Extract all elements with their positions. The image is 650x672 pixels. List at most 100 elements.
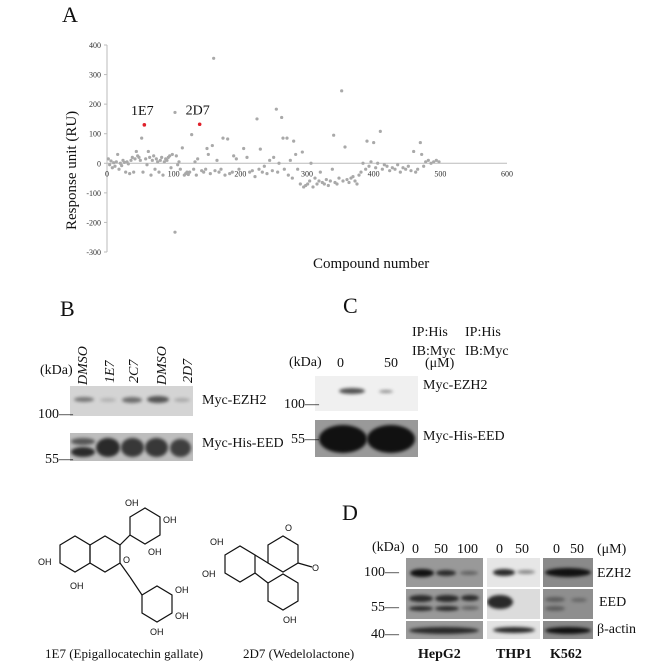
data-point (290, 176, 294, 180)
data-point (128, 172, 132, 176)
data-point (157, 170, 161, 174)
data-point (120, 164, 124, 168)
oh-label: OH (38, 557, 52, 567)
data-point (149, 173, 153, 177)
data-point (250, 169, 254, 173)
ip-label: IP:His (412, 325, 448, 340)
data-point (108, 163, 112, 167)
highlight-point (197, 122, 202, 127)
data-point (178, 167, 182, 171)
structure-caption-2d7: 2D7 (Wedelolactone) (243, 646, 355, 661)
data-point (268, 158, 272, 162)
data-point (414, 170, 418, 174)
data-point (141, 170, 145, 174)
data-point (126, 162, 130, 166)
oh-label: OH (150, 627, 164, 637)
data-point (106, 157, 110, 161)
data-point (276, 170, 280, 174)
data-point (292, 139, 296, 143)
lane-label: 1E7 (103, 360, 118, 383)
data-point (351, 174, 355, 179)
data-point (306, 182, 310, 186)
data-point (133, 157, 137, 161)
data-point (180, 146, 184, 150)
data-point (258, 147, 262, 151)
data-point (404, 167, 408, 171)
data-point (281, 136, 285, 140)
ib-label: IB:Myc (465, 344, 509, 359)
data-point (192, 167, 196, 171)
x-tick-label: 300 (301, 169, 313, 178)
unit-label: (μM) (425, 356, 455, 371)
data-point (288, 158, 292, 162)
data-point (145, 163, 149, 167)
data-point (122, 160, 126, 164)
data-point (357, 173, 361, 177)
data-point (234, 157, 238, 161)
data-point (380, 167, 384, 171)
cell-line-label: K562 (550, 647, 582, 662)
o-label: O (285, 523, 292, 533)
data-point (208, 172, 212, 176)
data-point (401, 166, 405, 170)
data-point (418, 140, 422, 145)
oh-label: OH (125, 498, 139, 508)
dose-label: 50 (515, 542, 529, 557)
data-point (110, 166, 114, 170)
data-point (409, 169, 413, 173)
oh-label: OH (163, 515, 177, 525)
data-point (286, 173, 290, 177)
oh-label: OH (70, 581, 84, 591)
data-point (248, 170, 252, 174)
data-point (223, 173, 227, 177)
data-point (308, 179, 312, 183)
cell-line-label: THP1 (496, 647, 532, 662)
data-point (134, 149, 138, 154)
blot-hepg2-actin (406, 621, 483, 639)
o-label: O (123, 555, 130, 565)
data-point (416, 167, 420, 171)
chemical-structures: OH OH OH OH OH OH OH OH O OH OH O OH O (38, 498, 319, 637)
marker-40: 40— (371, 627, 399, 642)
row-label: Myc-EZH2 (423, 378, 488, 393)
blot-k562-actin (543, 621, 593, 639)
data-point (116, 152, 120, 157)
data-point (257, 167, 261, 171)
data-point (156, 160, 160, 164)
blot-k562-ezh2 (543, 558, 593, 587)
data-point (118, 161, 122, 165)
y-tick-label: -200 (86, 218, 101, 227)
ip-label: IP:His (465, 325, 501, 340)
data-point (382, 163, 386, 167)
data-point (160, 155, 164, 159)
structure-caption-1e7: 1E7 (Epigallocatechin gallate) (45, 646, 204, 661)
highlight-label: 1E7 (131, 104, 154, 119)
x-tick-label: 0 (105, 169, 109, 178)
data-point (152, 154, 156, 158)
data-point (144, 157, 148, 161)
oh-label: OH (175, 611, 189, 621)
data-point (420, 152, 424, 157)
oh-label: OH (148, 547, 162, 557)
data-point (112, 161, 116, 165)
y-tick-label: 200 (89, 100, 101, 109)
data-point (324, 177, 328, 182)
dose-label: 100 (457, 542, 478, 557)
data-point (186, 172, 190, 177)
lane-label: 2C7 (127, 359, 142, 383)
y-tick-label: -100 (86, 189, 101, 198)
dose-label: 50 (570, 542, 584, 557)
data-point (374, 166, 378, 170)
data-point (390, 166, 394, 170)
data-point (341, 179, 345, 183)
x-tick-label: 400 (368, 169, 380, 178)
data-point (204, 167, 208, 171)
data-point (174, 154, 178, 158)
data-point (130, 155, 134, 159)
panel-label-b: B (60, 296, 75, 321)
data-point (162, 160, 166, 164)
data-point (153, 167, 157, 171)
data-point (262, 164, 266, 168)
data-point (117, 167, 121, 171)
